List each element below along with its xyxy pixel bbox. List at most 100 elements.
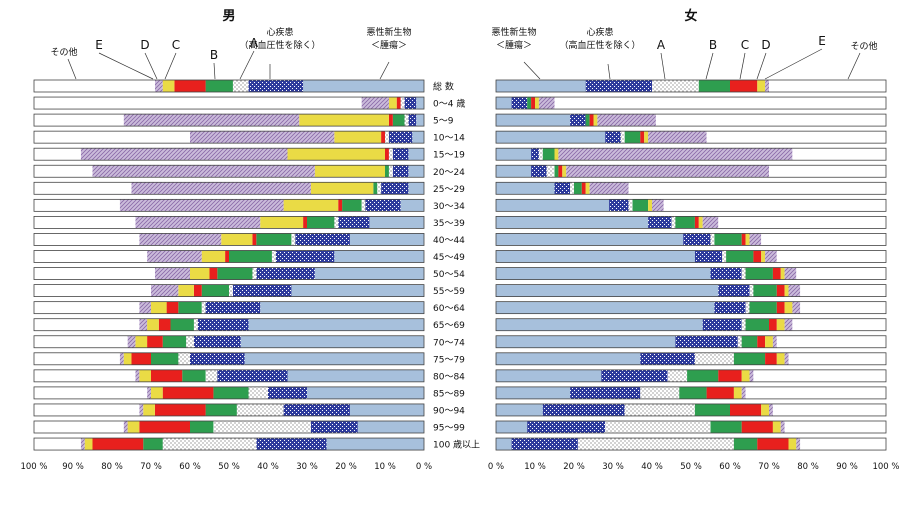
male-bar-13-heart-disease bbox=[205, 301, 261, 314]
male-bar-21-b bbox=[143, 438, 163, 451]
female-bar-19-cancer bbox=[496, 403, 543, 416]
female-bar-9-b bbox=[714, 233, 742, 246]
female-bar-outline-15 bbox=[495, 335, 887, 349]
male-bar-16-b bbox=[151, 352, 179, 365]
male-bar-outline-10 bbox=[33, 250, 425, 263]
male-bar-14-cancer bbox=[248, 318, 424, 331]
female-legend-leader-7 bbox=[847, 52, 861, 80]
male-bar-outline-1 bbox=[33, 96, 425, 110]
female-bar-2-d bbox=[593, 114, 598, 127]
female-bar-outline-7 bbox=[495, 198, 887, 212]
female-bar-12-e bbox=[788, 284, 801, 297]
female-bar-21-cancer bbox=[496, 438, 512, 451]
female-bar-0-other bbox=[769, 80, 886, 92]
male-legend-leader-2 bbox=[144, 52, 158, 80]
female-bar-17-a bbox=[667, 369, 688, 382]
male-bar-10-c bbox=[225, 250, 229, 263]
male-bar-13-a bbox=[201, 301, 206, 314]
male-legend-leader-3 bbox=[164, 52, 177, 80]
female-bar-20-heart-disease bbox=[527, 421, 606, 433]
female-panel-title: 女 bbox=[684, 8, 697, 24]
female-bar-5-cancer bbox=[496, 165, 532, 178]
x-axis-ticks: 0 % 0 % 10 % 10 % 20 % 20 % 30 % 30 % 40 % 40 % 50… bbox=[20, 462, 899, 472]
female-bar-2-cancer bbox=[496, 114, 571, 127]
female-bar-10-e bbox=[765, 250, 777, 263]
male-bar-13-d bbox=[151, 301, 167, 314]
female-bar-9-a bbox=[710, 233, 715, 246]
female-bar-21-d bbox=[788, 438, 797, 451]
female-bar-16-a bbox=[694, 352, 734, 365]
female-bar-14-d bbox=[776, 318, 785, 331]
male-legend-4: B bbox=[210, 48, 218, 62]
male-bar-7-heart-disease bbox=[365, 199, 401, 212]
male-legend-3: C bbox=[172, 38, 180, 52]
female-bar-14-c bbox=[769, 318, 777, 331]
category-label-21: 100 歳以上 bbox=[433, 439, 480, 451]
female-bar-21-other bbox=[800, 438, 886, 451]
female-bar-21-heart-disease bbox=[511, 438, 578, 451]
female-bar-16-d bbox=[776, 352, 785, 365]
male-x-tick-9: 90 % bbox=[62, 462, 84, 472]
female-bar-4-d bbox=[554, 148, 559, 161]
category-labels: 総 数 0〜4 歳 5〜9 10〜14 15〜19 20〜24 25〜29 30〜34 35〜3… bbox=[433, 81, 480, 451]
female-legend-7: その他 bbox=[850, 40, 877, 52]
male-bar-16-other bbox=[34, 352, 120, 365]
female-bar-4-heart-disease bbox=[531, 148, 539, 161]
male-bar-0-b bbox=[205, 80, 233, 92]
female-bar-12-b bbox=[753, 284, 777, 297]
male-bar-7-a bbox=[361, 199, 366, 212]
male-bar-0-d bbox=[162, 80, 175, 92]
male-bar-8-c bbox=[303, 216, 307, 229]
male-bar-outline-7 bbox=[33, 198, 425, 212]
male-bar-6-a bbox=[377, 182, 382, 195]
female-bar-18-b bbox=[679, 386, 707, 399]
category-label-18: 85〜89 bbox=[433, 389, 465, 399]
male-x-tick-1: 10 % bbox=[374, 462, 396, 472]
female-x-tick-7: 70 % bbox=[758, 462, 780, 472]
male-legend-0: その他 bbox=[50, 46, 77, 58]
category-label-2: 5〜9 bbox=[433, 117, 454, 127]
male-bar-19-a bbox=[236, 403, 284, 416]
male-x-tick-5: 50 % bbox=[218, 462, 240, 472]
female-bar-4-a bbox=[538, 148, 543, 161]
female-bar-20-e bbox=[780, 421, 785, 433]
female-x-tick-9: 90 % bbox=[836, 462, 858, 472]
male-bar-17-other bbox=[34, 369, 136, 382]
female-legend-3: B bbox=[709, 38, 717, 52]
female-bar-1-c bbox=[531, 97, 535, 110]
female-bar-1-d bbox=[535, 97, 539, 110]
female-bar-2-heart-disease bbox=[570, 114, 586, 127]
category-label-17: 80〜84 bbox=[433, 372, 465, 382]
female-bar-outline-2 bbox=[495, 113, 887, 127]
panel-titles: 男女 bbox=[222, 8, 697, 24]
male-bar-18-e bbox=[147, 386, 151, 399]
female-bar-5-a bbox=[546, 165, 555, 178]
male-bar-1-other bbox=[34, 97, 362, 110]
female-x-tick-2: 20 % bbox=[563, 462, 585, 472]
male-bar-2-other bbox=[34, 114, 124, 127]
female-bar-4-e bbox=[558, 148, 793, 161]
male-legend-leader-7 bbox=[379, 61, 390, 80]
female-legend-5: D bbox=[761, 38, 770, 52]
female-bar-15-c bbox=[757, 335, 766, 348]
category-label-16: 75〜79 bbox=[433, 355, 465, 365]
female-x-tick-3: 30 % bbox=[602, 462, 624, 472]
male-bar-2-c bbox=[388, 114, 393, 127]
female-bar-outline-16 bbox=[495, 352, 887, 366]
male-bar-21-a bbox=[162, 438, 257, 451]
male-bar-5-e bbox=[92, 165, 315, 178]
male-x-tick-4: 40 % bbox=[257, 462, 279, 472]
male-bar-5-a bbox=[388, 165, 393, 178]
male-bar-1-cancer bbox=[416, 97, 424, 110]
female-legend-4: C bbox=[741, 38, 749, 52]
female-x-tick-8: 80 % bbox=[797, 462, 819, 472]
male-bar-8-d bbox=[260, 216, 304, 229]
male-bar-4-d bbox=[287, 148, 385, 161]
female-bar-11-e bbox=[784, 267, 797, 280]
male-bar-5-b bbox=[385, 165, 389, 178]
male-bar-0-c bbox=[174, 80, 206, 92]
female-bar-outline-12 bbox=[495, 284, 887, 298]
female-bar-21-b bbox=[733, 438, 758, 451]
male-bar-0-cancer bbox=[303, 80, 424, 92]
female-bar-6-e bbox=[589, 182, 629, 195]
